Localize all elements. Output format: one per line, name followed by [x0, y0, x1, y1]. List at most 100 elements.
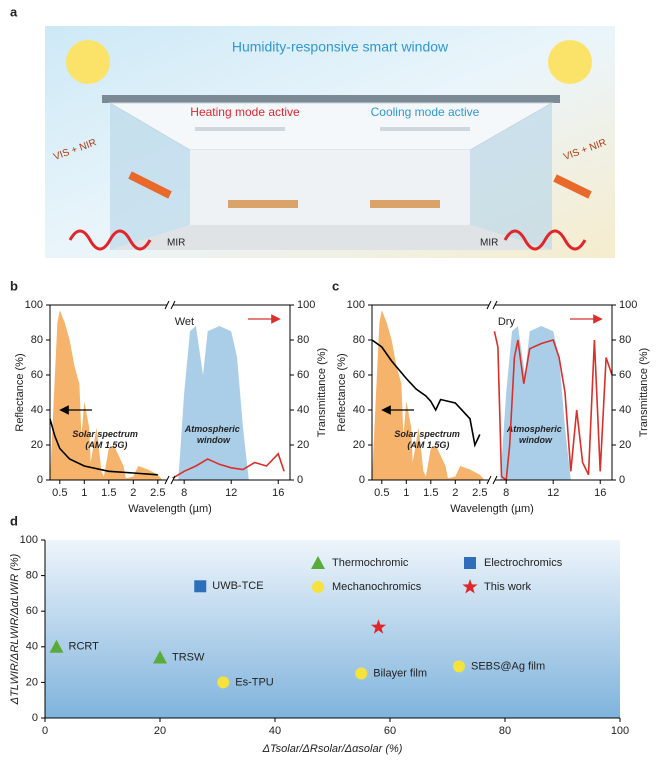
y2-tick-label: 80	[619, 334, 631, 346]
x-tick-label: 1.5	[423, 487, 438, 499]
x-tick-label: 8	[503, 487, 509, 499]
axis-break-mark	[492, 475, 498, 485]
mir-label: MIR	[167, 238, 185, 249]
ceiling-light	[195, 127, 285, 131]
sun-ray-arrow	[553, 174, 592, 199]
spectrum-label: Solar spectrum (AM 1.5G)	[394, 429, 462, 450]
y-tick-label: 100	[347, 299, 365, 311]
point	[153, 650, 167, 664]
panel-label: d	[10, 513, 18, 528]
right-window	[470, 103, 552, 250]
heating-label: Heating mode active	[190, 105, 300, 119]
y-tick-label: 60	[31, 369, 43, 381]
x-tick-label: 0.5	[52, 487, 67, 499]
axis-break-mark	[164, 475, 170, 485]
reflectance-line	[49, 418, 158, 476]
y-tick-label: 80	[31, 334, 43, 346]
x-tick-label: 80	[499, 725, 511, 737]
y-tick-label: 20	[26, 676, 38, 688]
reflectance-line	[371, 339, 481, 448]
y-tick-label: 80	[26, 570, 38, 582]
spectrum-area	[500, 326, 571, 480]
desk	[228, 200, 298, 208]
y2-axis-label: Transmittance (%)	[316, 348, 328, 437]
y-tick-label: 40	[31, 404, 43, 416]
window-frame	[102, 95, 560, 103]
panel-label: a	[10, 4, 18, 19]
point	[370, 619, 387, 634]
sun	[548, 40, 592, 84]
legend-marker	[311, 556, 325, 569]
y-tick-label: 20	[353, 439, 365, 451]
axis-break-mark	[492, 300, 498, 310]
y-tick-label: 60	[353, 369, 365, 381]
annotation: Wet	[175, 316, 194, 328]
y-tick-label: 40	[26, 641, 38, 653]
x-tick-label: 1	[81, 487, 87, 499]
y2-tick-label: 40	[297, 404, 309, 416]
y2-tick-label: 20	[297, 439, 309, 451]
y2-tick-label: 60	[297, 369, 309, 381]
y-axis-label: Reflectance (%)	[14, 353, 26, 431]
spectrum-label: Atmospheric window	[506, 424, 565, 445]
spectrum-label: Atmospheric window	[184, 424, 243, 445]
x-tick-label: 40	[269, 725, 281, 737]
legend-label: Thermochromic	[332, 557, 409, 569]
y-tick-label: 60	[26, 605, 38, 617]
x-tick-label: 12	[225, 487, 237, 499]
x-tick-label: 60	[384, 725, 396, 737]
axis-break-mark	[170, 475, 176, 485]
legend-marker	[312, 581, 324, 593]
point-label: RCRT	[69, 641, 100, 653]
point-label: UWB-TCE	[212, 580, 263, 592]
x-tick-label: 100	[611, 725, 629, 737]
x-tick-label: 8	[181, 487, 187, 499]
x-tick-label: 2.5	[150, 487, 165, 499]
axis-break-mark	[486, 475, 492, 485]
left-window	[110, 103, 190, 250]
axis-break-gap	[167, 303, 173, 307]
y2-axis-label: Transmittance (%)	[638, 348, 650, 437]
ceiling-light	[380, 127, 470, 131]
y2-tick-label: 100	[619, 299, 637, 311]
axis-break-gap	[489, 478, 495, 482]
y-tick-label: 0	[32, 712, 38, 724]
point	[194, 580, 207, 593]
floor	[110, 225, 552, 250]
mir-label: MIR	[480, 238, 498, 249]
x-tick-label: 1.5	[101, 487, 116, 499]
point	[453, 660, 465, 673]
spectrum-label: Solar spectrum (AM 1.5G)	[72, 429, 140, 450]
x-tick-label: 1	[403, 487, 409, 499]
x-axis-label: ΔTsolar/ΔRsolar/Δαsolar (%)	[262, 743, 403, 755]
mir-wave	[503, 229, 587, 251]
panel-label: b	[10, 278, 18, 293]
mir-wave	[68, 229, 152, 251]
x-axis-label: Wavelength (µm)	[450, 503, 534, 515]
axis-break-mark	[486, 300, 492, 310]
annotation: Dry	[498, 316, 516, 328]
legend-marker	[464, 557, 476, 569]
x-tick-label: 16	[594, 487, 606, 499]
x-tick-label: 2.5	[472, 487, 487, 499]
cooling-label: Cooling mode active	[371, 105, 480, 119]
legend-label: Mechanochromics	[332, 581, 422, 593]
point	[355, 667, 368, 680]
desk	[370, 200, 440, 208]
point	[217, 676, 230, 689]
y-axis-label: Reflectance (%)	[336, 353, 348, 431]
point-label: Es-TPU	[235, 676, 274, 688]
x-tick-label: 20	[154, 725, 166, 737]
x-axis-label: Wavelength (µm)	[128, 503, 212, 515]
x-tick-label: 12	[547, 487, 559, 499]
back-wall	[190, 150, 470, 225]
sun	[66, 40, 110, 84]
y2-tick-label: 0	[619, 474, 625, 486]
axis-break-mark	[164, 300, 170, 310]
y2-tick-label: 0	[297, 474, 303, 486]
y2-tick-label: 80	[297, 334, 309, 346]
x-tick-label: 16	[272, 487, 284, 499]
point	[49, 639, 64, 653]
legend-label: Electrochromics	[484, 557, 563, 569]
